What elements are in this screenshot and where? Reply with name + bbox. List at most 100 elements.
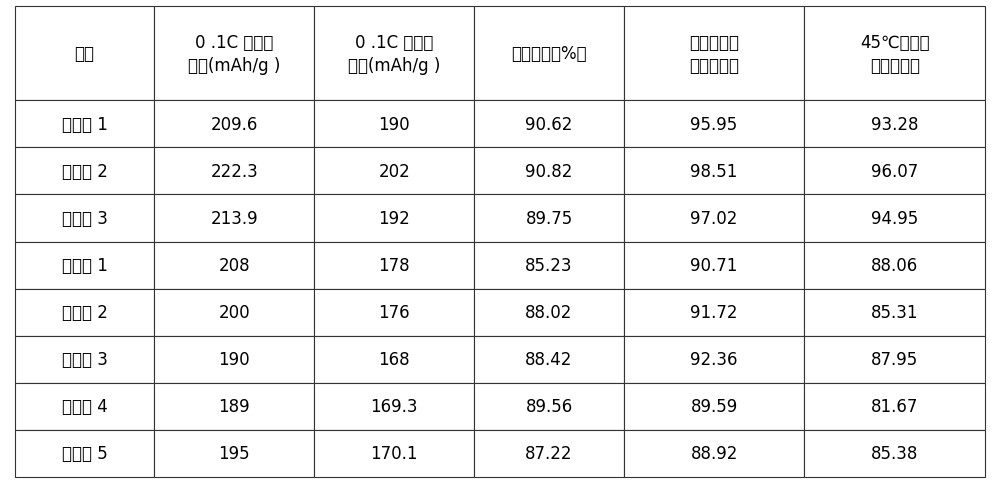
Text: 93.28: 93.28 <box>871 116 918 134</box>
Bar <box>15 430 154 477</box>
Text: 90.82: 90.82 <box>525 163 573 181</box>
Text: 对比例 1: 对比例 1 <box>62 257 108 274</box>
Bar <box>474 289 624 336</box>
Text: 85.23: 85.23 <box>525 257 573 274</box>
Text: 97.02: 97.02 <box>690 210 738 227</box>
Bar <box>154 148 314 195</box>
Bar <box>624 383 804 430</box>
Bar <box>15 195 154 242</box>
Text: 88.02: 88.02 <box>525 303 573 321</box>
Bar <box>804 101 985 148</box>
Text: 常温循环后
容量保持率: 常温循环后 容量保持率 <box>689 33 739 75</box>
Bar <box>474 148 624 195</box>
Bar <box>804 430 985 477</box>
Bar <box>15 148 154 195</box>
Bar <box>804 195 985 242</box>
Text: 对比例 5: 对比例 5 <box>62 444 108 462</box>
Text: 98.51: 98.51 <box>690 163 738 181</box>
Bar <box>15 242 154 289</box>
Bar <box>804 383 985 430</box>
Text: 192: 192 <box>378 210 410 227</box>
Bar <box>15 383 154 430</box>
Bar <box>474 195 624 242</box>
Bar <box>15 101 154 148</box>
Bar <box>624 195 804 242</box>
Text: 176: 176 <box>378 303 410 321</box>
Text: 195: 195 <box>218 444 250 462</box>
Bar <box>624 148 804 195</box>
Bar <box>15 7 154 101</box>
Bar <box>154 289 314 336</box>
Text: 208: 208 <box>218 257 250 274</box>
Bar <box>624 101 804 148</box>
Bar <box>804 7 985 101</box>
Text: 实施例 3: 实施例 3 <box>62 210 108 227</box>
Bar <box>314 7 474 101</box>
Text: 190: 190 <box>218 350 250 368</box>
Bar <box>804 336 985 383</box>
Text: 89.75: 89.75 <box>525 210 573 227</box>
Text: 实施例 1: 实施例 1 <box>62 116 108 134</box>
Text: 168: 168 <box>378 350 410 368</box>
Bar <box>314 148 474 195</box>
Text: 213.9: 213.9 <box>210 210 258 227</box>
Text: 对比例 3: 对比例 3 <box>62 350 108 368</box>
Text: 200: 200 <box>218 303 250 321</box>
Bar <box>624 430 804 477</box>
Bar <box>474 101 624 148</box>
Text: 对比例 2: 对比例 2 <box>62 303 108 321</box>
Bar <box>154 383 314 430</box>
Text: 实施例 2: 实施例 2 <box>62 163 108 181</box>
Text: 0 .1C 充电克
容量(mAh/g ): 0 .1C 充电克 容量(mAh/g ) <box>188 33 280 75</box>
Text: 89.56: 89.56 <box>525 397 573 415</box>
Bar <box>804 242 985 289</box>
Bar <box>314 101 474 148</box>
Text: 209.6: 209.6 <box>211 116 258 134</box>
Bar <box>314 336 474 383</box>
Bar <box>474 430 624 477</box>
Bar <box>314 383 474 430</box>
Text: 90.62: 90.62 <box>525 116 573 134</box>
Text: 0 .1C 放电克
容量(mAh/g ): 0 .1C 放电克 容量(mAh/g ) <box>348 33 440 75</box>
Bar <box>15 289 154 336</box>
Text: 96.07: 96.07 <box>871 163 918 181</box>
Text: 91.72: 91.72 <box>690 303 738 321</box>
Bar <box>154 7 314 101</box>
Text: 178: 178 <box>378 257 410 274</box>
Text: 190: 190 <box>378 116 410 134</box>
Text: 85.38: 85.38 <box>871 444 918 462</box>
Bar <box>474 383 624 430</box>
Text: 92.36: 92.36 <box>690 350 738 368</box>
Text: 87.22: 87.22 <box>525 444 573 462</box>
Text: 189: 189 <box>218 397 250 415</box>
Bar <box>314 430 474 477</box>
Bar <box>154 101 314 148</box>
Bar <box>474 336 624 383</box>
Bar <box>624 7 804 101</box>
Bar <box>804 289 985 336</box>
Text: 169.3: 169.3 <box>370 397 418 415</box>
Text: 88.42: 88.42 <box>525 350 573 368</box>
Text: 81.67: 81.67 <box>871 397 918 415</box>
Text: 样品: 样品 <box>75 45 95 63</box>
Bar <box>154 195 314 242</box>
Text: 87.95: 87.95 <box>871 350 918 368</box>
Text: 90.71: 90.71 <box>690 257 738 274</box>
Bar <box>154 430 314 477</box>
Text: 首次效率（%）: 首次效率（%） <box>511 45 587 63</box>
Bar <box>804 148 985 195</box>
Bar <box>314 195 474 242</box>
Bar <box>154 336 314 383</box>
Text: 45℃循环后
容量保持率: 45℃循环后 容量保持率 <box>860 33 930 75</box>
Bar <box>624 289 804 336</box>
Bar <box>474 7 624 101</box>
Bar <box>314 289 474 336</box>
Bar <box>154 242 314 289</box>
Text: 170.1: 170.1 <box>370 444 418 462</box>
Text: 89.59: 89.59 <box>690 397 738 415</box>
Text: 222.3: 222.3 <box>210 163 258 181</box>
Bar <box>624 336 804 383</box>
Text: 对比例 4: 对比例 4 <box>62 397 108 415</box>
Bar <box>15 336 154 383</box>
Text: 94.95: 94.95 <box>871 210 918 227</box>
